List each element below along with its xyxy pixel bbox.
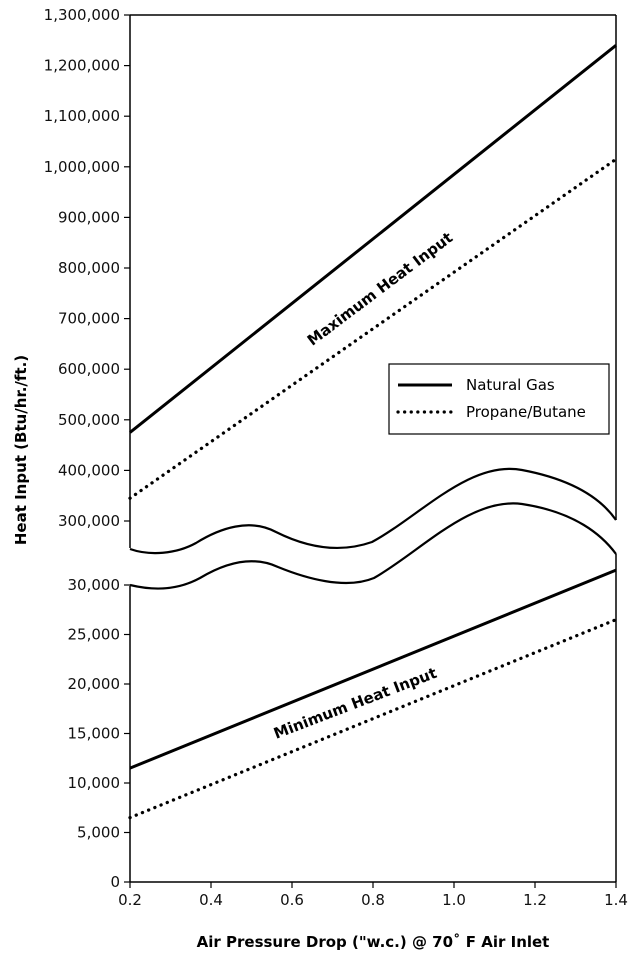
axis-break-bottom-curve (129, 502, 617, 590)
x-tick-label: 0.8 (361, 891, 385, 909)
x-ticks: 0.2 0.4 0.6 0.8 1.0 1.2 1.4 (118, 882, 628, 909)
axis-break-fill (130, 468, 616, 589)
y-tick-label: 15,000 (68, 725, 121, 743)
x-tick-label: 0.4 (199, 891, 223, 909)
x-tick-label: 0.6 (280, 891, 304, 909)
legend: Natural Gas Propane/Butane (388, 363, 610, 435)
x-tick-label: 1.2 (523, 891, 547, 909)
y-tick-label: 25,000 (68, 626, 121, 644)
legend-box (388, 363, 610, 435)
y-tick-label: 1,000,000 (44, 158, 120, 176)
axis-break-top-curve (129, 467, 617, 555)
y-tick-label: 20,000 (68, 675, 121, 693)
legend-label-natural-gas: Natural Gas (466, 376, 555, 394)
y-tick-label: 600,000 (58, 360, 120, 378)
y-tick-label: 400,000 (58, 461, 120, 479)
y-tick-label: 1,100,000 (44, 107, 120, 125)
y-tick-label: 500,000 (58, 411, 120, 429)
legend-label-propane-butane: Propane/Butane (466, 403, 586, 421)
lower-series-natural-gas (129, 568, 617, 770)
lower-series-propane-butane (128, 618, 618, 820)
y-axis-title: Heat Input (Btu/hr./ft.) (12, 355, 30, 545)
y-tick-label: 700,000 (58, 310, 120, 328)
lower-y-ticks: 0 5,000 10,000 15,000 20,000 25,000 30,000 (68, 576, 130, 891)
y-tick-label: 900,000 (58, 208, 120, 226)
upper-series-propane-butane (128, 157, 618, 500)
y-tick-label: 5,000 (77, 824, 120, 842)
upper-series-natural-gas (129, 44, 617, 434)
y-tick-label: 1,300,000 (44, 6, 120, 24)
x-axis-title: Air Pressure Drop ("w.c.) @ 70˚ F Air In… (197, 933, 550, 951)
y-tick-label: 30,000 (68, 576, 121, 594)
y-tick-label: 800,000 (58, 259, 120, 277)
y-tick-label: 300,000 (58, 512, 120, 530)
y-tick-label: 1,200,000 (44, 57, 120, 75)
x-tick-label: 1.0 (442, 891, 466, 909)
x-tick-label: 0.2 (118, 891, 142, 909)
y-tick-label: 10,000 (68, 774, 121, 792)
y-tick-label: 0 (110, 873, 120, 891)
axis-break (129, 467, 617, 590)
x-tick-label: 1.4 (604, 891, 628, 909)
series-lines (128, 44, 618, 820)
upper-y-ticks: 300,000 400,000 500,000 600,000 700,000 800,0… (44, 6, 130, 530)
